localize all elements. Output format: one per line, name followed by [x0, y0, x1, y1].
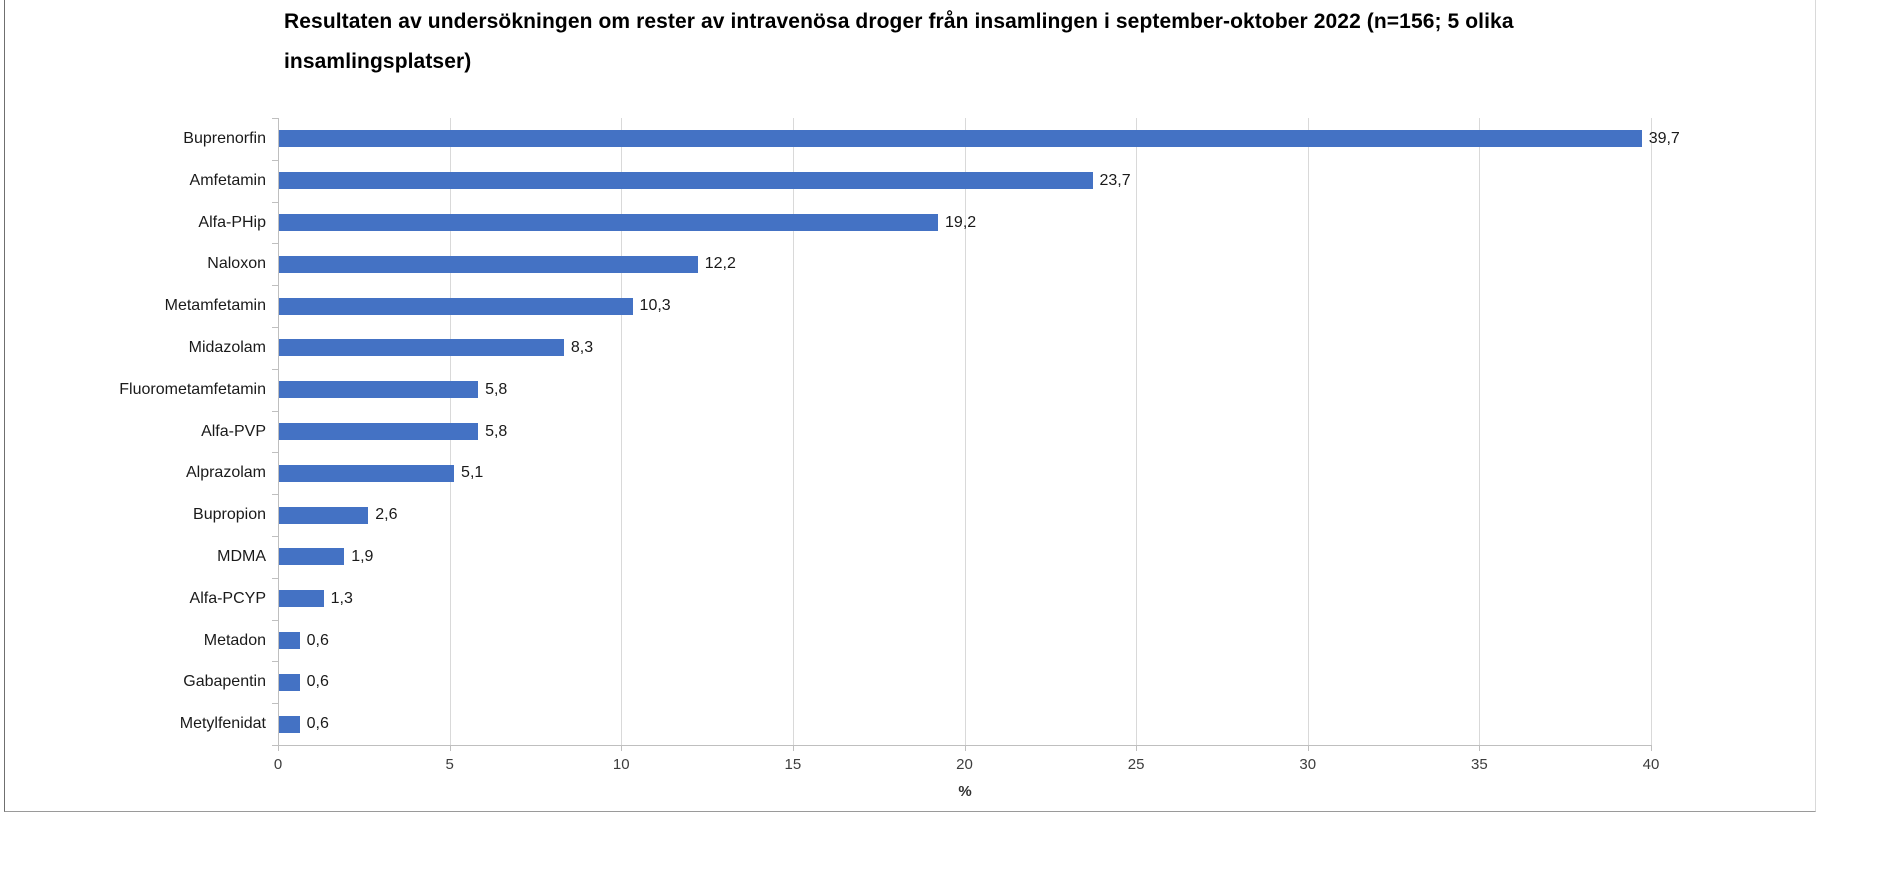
bar: [279, 339, 564, 357]
category-label: Alfa-PHip: [198, 213, 266, 231]
x-tick-label: 15: [784, 756, 802, 773]
y-axis-tick: [272, 745, 278, 746]
x-axis-tick: [1479, 745, 1481, 751]
x-axis-tick: [1307, 745, 1309, 751]
value-label: 2,6: [375, 506, 398, 524]
bar: [279, 715, 300, 733]
x-tick-label: 25: [1127, 756, 1145, 773]
bar: [279, 590, 324, 608]
chart-object-frame: [4, 0, 1816, 812]
y-axis-tick: [272, 661, 278, 663]
x-axis-label: %: [958, 783, 972, 800]
category-label: Metylfenidat: [179, 715, 266, 733]
major-gridline: [1479, 118, 1481, 745]
y-axis-tick: [272, 118, 278, 119]
y-axis-tick: [272, 410, 278, 412]
x-axis-tick: [449, 745, 451, 751]
category-label: Metamfetamin: [164, 297, 266, 315]
bar: [279, 506, 369, 524]
y-axis-tick: [272, 159, 278, 161]
x-tick-label: 35: [1471, 756, 1488, 773]
value-label: 10,3: [639, 297, 671, 315]
y-axis-tick: [272, 285, 278, 287]
value-label: 0,6: [306, 715, 329, 733]
bar: [279, 464, 455, 482]
y-axis-tick: [272, 703, 278, 705]
x-tick-label: 10: [612, 756, 630, 773]
y-axis-tick: [272, 494, 278, 496]
bar: [279, 423, 479, 440]
x-tick-label: 30: [1299, 756, 1317, 773]
category-label: Fluorometamfetamin: [119, 380, 266, 398]
value-label: 5,1: [461, 464, 484, 482]
chart-title: Resultaten av undersökningen om rester a…: [284, 10, 1514, 73]
major-gridline: [621, 118, 623, 745]
value-label: 39,7: [1648, 129, 1680, 147]
y-axis-tick: [272, 577, 278, 579]
category-label: Buprenorfin: [183, 129, 266, 147]
value-label: 12,2: [704, 255, 736, 273]
major-gridline: [1307, 118, 1309, 745]
y-axis-tick: [272, 201, 278, 203]
x-tick-label: 0: [273, 756, 283, 773]
x-axis-tick: [964, 745, 966, 751]
bar: [279, 255, 698, 273]
category-label: Midazolam: [188, 338, 266, 356]
x-axis-tick: [792, 745, 794, 751]
y-axis-tick: [272, 243, 278, 245]
category-label: Alfa-PCYP: [189, 589, 266, 607]
value-label: 19,2: [945, 213, 977, 231]
category-label: Gabapentin: [183, 673, 266, 691]
y-axis-tick: [272, 536, 278, 537]
bar: [279, 297, 633, 315]
value-label: 23,7: [1099, 171, 1131, 189]
y-axis-tick: [272, 619, 278, 621]
major-gridline: [1136, 118, 1138, 745]
major-gridline: [792, 118, 794, 745]
x-axis-tick: [1651, 745, 1652, 751]
value-label: 5,8: [485, 422, 508, 440]
category-label: Bupropion: [193, 506, 266, 524]
value-label: 1,3: [330, 589, 353, 607]
major-gridline: [1651, 118, 1652, 745]
x-tick-label: 20: [956, 756, 973, 773]
value-label: 0,6: [306, 673, 329, 691]
category-label: Naloxon: [207, 255, 266, 273]
bar: [279, 673, 300, 691]
category-label: MDMA: [217, 547, 266, 565]
y-axis-line: [278, 118, 279, 746]
x-axis-tick: [278, 745, 279, 751]
x-axis-tick: [1136, 745, 1138, 751]
category-label: Amfetamin: [189, 171, 266, 189]
y-axis-tick: [272, 327, 278, 328]
category-label: Alfa-PVP: [201, 422, 266, 440]
x-axis-tick: [621, 745, 623, 751]
bar: [279, 214, 939, 231]
major-gridline: [964, 118, 966, 745]
bar: [279, 381, 479, 399]
value-label: 0,6: [306, 631, 329, 649]
value-label: 1,9: [351, 547, 374, 565]
category-label: Metadon: [203, 631, 266, 649]
x-tick-label: 40: [1642, 756, 1660, 773]
value-label: 5,8: [485, 380, 508, 398]
bar: [279, 130, 1642, 148]
bar: [279, 548, 345, 566]
bar: [279, 632, 300, 649]
category-label: Alprazolam: [185, 464, 266, 482]
y-axis-tick: [272, 368, 278, 370]
x-tick-label: 5: [445, 756, 454, 773]
value-label: 8,3: [570, 338, 594, 356]
y-axis-tick: [272, 452, 278, 454]
bar: [279, 172, 1093, 190]
